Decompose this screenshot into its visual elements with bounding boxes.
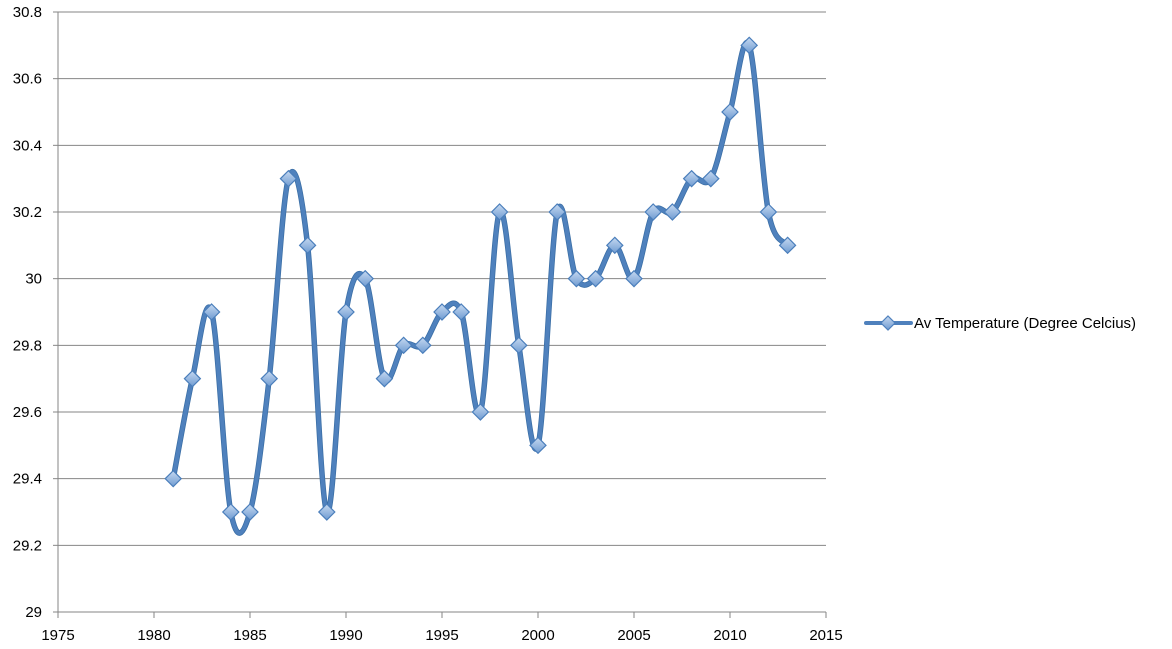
y-tick-label: 30.2 bbox=[13, 204, 42, 221]
data-point-marker bbox=[701, 169, 720, 188]
data-point-marker bbox=[356, 269, 375, 288]
data-point-marker bbox=[548, 203, 567, 221]
y-tick-label: 30.6 bbox=[13, 71, 42, 88]
data-point-marker bbox=[260, 369, 279, 388]
x-tick-label: 1975 bbox=[41, 627, 74, 644]
data-point-marker bbox=[490, 203, 509, 221]
data-point-marker bbox=[471, 403, 490, 421]
y-tick-label: 29.8 bbox=[13, 337, 42, 354]
data-point-marker bbox=[509, 336, 528, 355]
data-point-marker bbox=[452, 303, 471, 321]
y-tick-label: 29.2 bbox=[13, 537, 42, 554]
x-tick-label: 1980 bbox=[137, 627, 170, 644]
x-tick-label: 1995 bbox=[425, 627, 458, 644]
y-tick-label: 29.6 bbox=[13, 404, 42, 421]
data-point-marker bbox=[567, 269, 586, 288]
series-line bbox=[171, 40, 790, 536]
y-tick-label: 30.4 bbox=[13, 137, 42, 154]
data-point-marker bbox=[433, 303, 451, 321]
axes: 29 29.2 29.4 29.6 29.8 30 30.2 30.4 30.6 30.8 1975… bbox=[13, 4, 843, 644]
data-point-marker bbox=[759, 203, 778, 221]
y-tick-label: 29.4 bbox=[13, 471, 42, 488]
data-point-marker bbox=[682, 169, 701, 188]
data-point-marker bbox=[221, 503, 240, 521]
data-point-marker bbox=[183, 369, 202, 388]
data-point-marker bbox=[778, 236, 797, 255]
data-point-marker bbox=[298, 236, 317, 255]
y-tick-label: 29 bbox=[25, 604, 42, 621]
legend: Av Temperature (Degree Celcius) bbox=[864, 315, 1136, 332]
data-point-marker bbox=[413, 336, 432, 355]
data-point-marker bbox=[605, 236, 624, 255]
data-point-marker bbox=[279, 169, 298, 188]
x-tick-label: 2005 bbox=[617, 627, 650, 644]
data-point-marker bbox=[337, 303, 355, 321]
legend-marker-diamond bbox=[880, 315, 896, 331]
data-point-marker bbox=[317, 503, 336, 521]
y-tick-label: 30 bbox=[25, 271, 42, 288]
data-point-marker bbox=[721, 103, 739, 121]
data-point-marker bbox=[202, 303, 221, 321]
legend-label: Av Temperature (Degree Celcius) bbox=[914, 315, 1136, 332]
x-tick-label: 2000 bbox=[521, 627, 554, 644]
data-point-marker bbox=[164, 469, 183, 488]
data-point-marker bbox=[586, 269, 605, 288]
x-tick-label: 1990 bbox=[329, 627, 362, 644]
x-tick-label: 2010 bbox=[713, 627, 746, 644]
series-line-shadow bbox=[170, 39, 791, 536]
data-point-marker bbox=[625, 269, 643, 288]
data-point-marker bbox=[644, 203, 663, 221]
data-point-marker bbox=[529, 436, 547, 455]
y-tick-label: 30.8 bbox=[13, 4, 42, 21]
marker-layer bbox=[164, 36, 797, 521]
x-tick-label: 1985 bbox=[233, 627, 266, 644]
data-point-marker bbox=[663, 203, 682, 221]
data-point-marker bbox=[740, 36, 759, 55]
data-point-marker bbox=[241, 503, 259, 521]
data-point-marker bbox=[394, 336, 413, 355]
data-point-marker bbox=[375, 369, 394, 388]
x-tick-label: 2015 bbox=[809, 627, 842, 644]
series-layer bbox=[170, 39, 791, 536]
